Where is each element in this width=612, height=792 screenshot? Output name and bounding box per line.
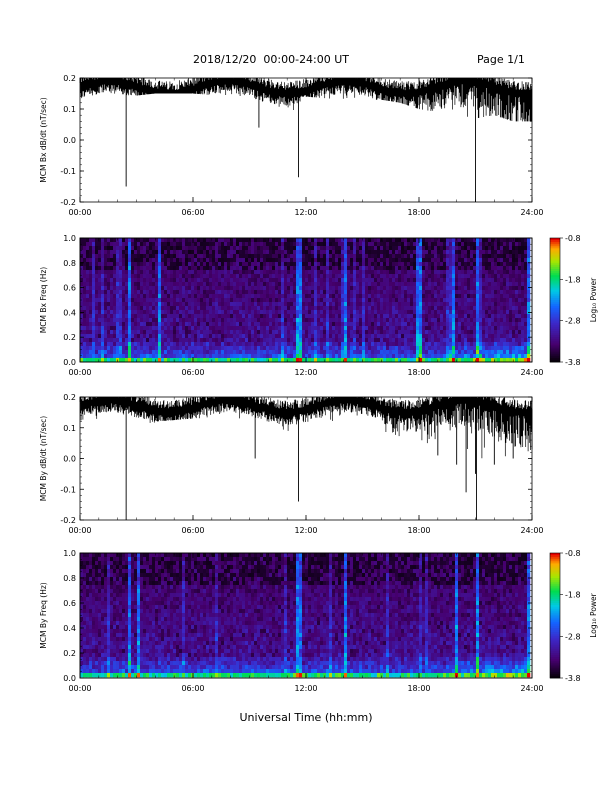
x-tick-label: 06:00 [181,526,204,535]
colorbar-frame [549,237,561,363]
y-tick-label: 0.4 [63,624,76,633]
series-trace [80,397,533,459]
y-tick-label: 0.2 [63,649,76,658]
x-tick-label: 00:00 [68,526,91,535]
y-tick-label: -0.2 [60,198,76,207]
spectrogram-cells [80,553,531,678]
colorbar: -0.8 -1.8 -2.8 -3.8 Log₁₀ Power [549,234,598,367]
y-axis-label: MCM By Freq (Hz) [39,582,48,648]
panel-3: 0.2 0.1 0.0 -0.1 -0.200:00 06:00 12:00 18:00 24:… [39,393,544,535]
y-tick-label: 0.6 [63,599,76,608]
plot-date-range: 2018/12/20 00:00-24:00 UT [193,53,350,66]
y-tick-label: 0.4 [63,308,76,317]
y-tick-label: 0.0 [63,455,76,464]
panel-2: 1.0 0.8 0.6 0.4 0.2 0.000:00 06:00 12:00 18:00 24… [39,234,544,377]
colorbar: -0.8 -1.8 -2.8 -3.8 Log₁₀ Power [549,549,598,683]
x-tick-label: 18:00 [407,208,430,217]
colorbar-tick-label: -3.8 [565,674,581,683]
y-tick-label: 0.1 [63,105,76,114]
x-tick-label: 24:00 [520,526,543,535]
colorbar-label: Log₁₀ Power [589,592,598,637]
colorbar-tick-label: -0.8 [565,549,581,558]
heatmap-panel-2: -0.8 -1.8 -2.8 -3.8 Log₁₀ Power [79,234,598,367]
x-tick-label: 06:00 [181,684,204,693]
x-tick-label: 18:00 [407,526,430,535]
colorbar-tick-label: -2.8 [565,632,581,641]
panel-1: 0.2 0.1 0.0 -0.1 -0.200:00 06:00 12:00 18:00 24:… [39,74,544,217]
y-axis-label: MCM Bx dB/dt (nT/sec) [39,97,48,182]
y-tick-label: 0.8 [63,259,76,268]
x-axis-title: Universal Time (hh:mm) [239,711,373,724]
x-tick-label: 00:00 [68,368,91,377]
x-tick-label: 24:00 [520,208,543,217]
colorbar-tick-label: -3.8 [565,358,581,367]
x-tick-label: 12:00 [294,684,317,693]
y-axis-label: MCM Bx Freq (Hz) [39,267,48,333]
y-tick-label: 1.0 [63,549,76,558]
y-tick-label: 0.1 [63,424,76,433]
y-axis-label: MCM By dB/dt (nT/sec) [39,416,48,501]
y-tick-label: 0.0 [63,358,76,367]
x-tick-label: 24:00 [520,684,543,693]
x-tick-label: 12:00 [294,526,317,535]
page-indicator: Page 1/1 [477,53,525,66]
y-tick-label: -0.1 [60,485,76,494]
colorbar-label: Log₁₀ Power [589,277,598,322]
y-tick-label: 0.2 [63,393,76,402]
series-trace [80,78,533,122]
x-tick-label: 12:00 [294,368,317,377]
y-tick-label: 0.2 [63,74,76,83]
x-tick-label: 06:00 [181,368,204,377]
colorbar-frame [549,552,561,679]
colorbar-tick-label: -1.8 [565,591,581,600]
y-tick-label: 0.0 [63,136,76,145]
x-tick-label: 24:00 [520,368,543,377]
x-tick-label: 00:00 [68,684,91,693]
x-tick-label: 12:00 [294,208,317,217]
y-tick-label: 1.0 [63,234,76,243]
x-tick-label: 00:00 [68,208,91,217]
panel-4: 1.0 0.8 0.6 0.4 0.2 0.000:00 06:00 12:00 18:00 24… [39,549,544,693]
x-tick-label: 18:00 [407,684,430,693]
y-tick-label: -0.1 [60,167,76,176]
x-tick-label: 18:00 [407,368,430,377]
colorbar-tick-label: -0.8 [565,234,581,243]
y-tick-label: 0.0 [63,674,76,683]
y-tick-label: 0.2 [63,333,76,342]
y-tick-label: -0.2 [60,516,76,525]
heatmap-panel-4: -0.8 -1.8 -2.8 -3.8 Log₁₀ Power [79,549,598,683]
spectrogram-cells [80,238,531,363]
y-tick-label: 0.8 [63,574,76,583]
colorbar-tick-label: -2.8 [565,317,581,326]
y-tick-label: 0.6 [63,284,76,293]
x-tick-label: 06:00 [181,208,204,217]
colorbar-tick-label: -1.8 [565,275,581,284]
